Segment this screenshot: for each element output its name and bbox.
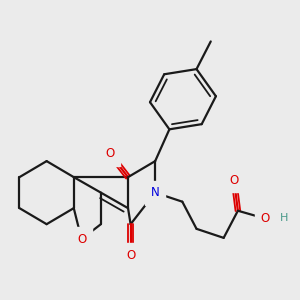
Text: O: O bbox=[260, 212, 270, 225]
Text: O: O bbox=[230, 174, 238, 187]
Text: O: O bbox=[77, 233, 86, 246]
Text: O: O bbox=[126, 249, 135, 262]
Text: N: N bbox=[151, 186, 160, 199]
Text: O: O bbox=[105, 147, 115, 161]
Text: H: H bbox=[280, 214, 288, 224]
